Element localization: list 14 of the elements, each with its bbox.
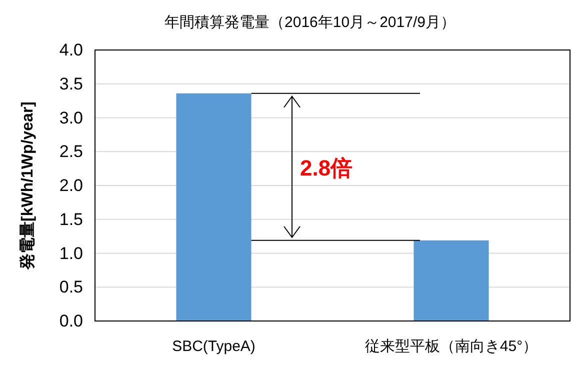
y-axis-title: 発電量[kWh/1Wp/year] (18, 101, 36, 271)
annotation: 2.8倍 (300, 156, 353, 180)
y-tick-label: 3.0 (59, 108, 83, 128)
y-tick-label: 4.0 (59, 40, 83, 60)
chart-title: 年間積算発電量（2016年10月～2017/9月） (164, 14, 456, 31)
x-tick-label: SBC(TypeA) (172, 338, 256, 355)
y-tick-label: 2.0 (59, 176, 83, 195)
y-tick-label: 3.5 (59, 74, 83, 94)
y-tick-label: 1.5 (59, 210, 83, 229)
x-tick-label: 従来型平板（南向き45°） (364, 338, 538, 355)
y-tick-label: 2.5 (59, 142, 83, 162)
y-tick-label: 1.0 (59, 244, 83, 263)
y-tick-label: 0.0 (59, 312, 83, 330)
y-tick-label: 0.5 (59, 278, 83, 297)
